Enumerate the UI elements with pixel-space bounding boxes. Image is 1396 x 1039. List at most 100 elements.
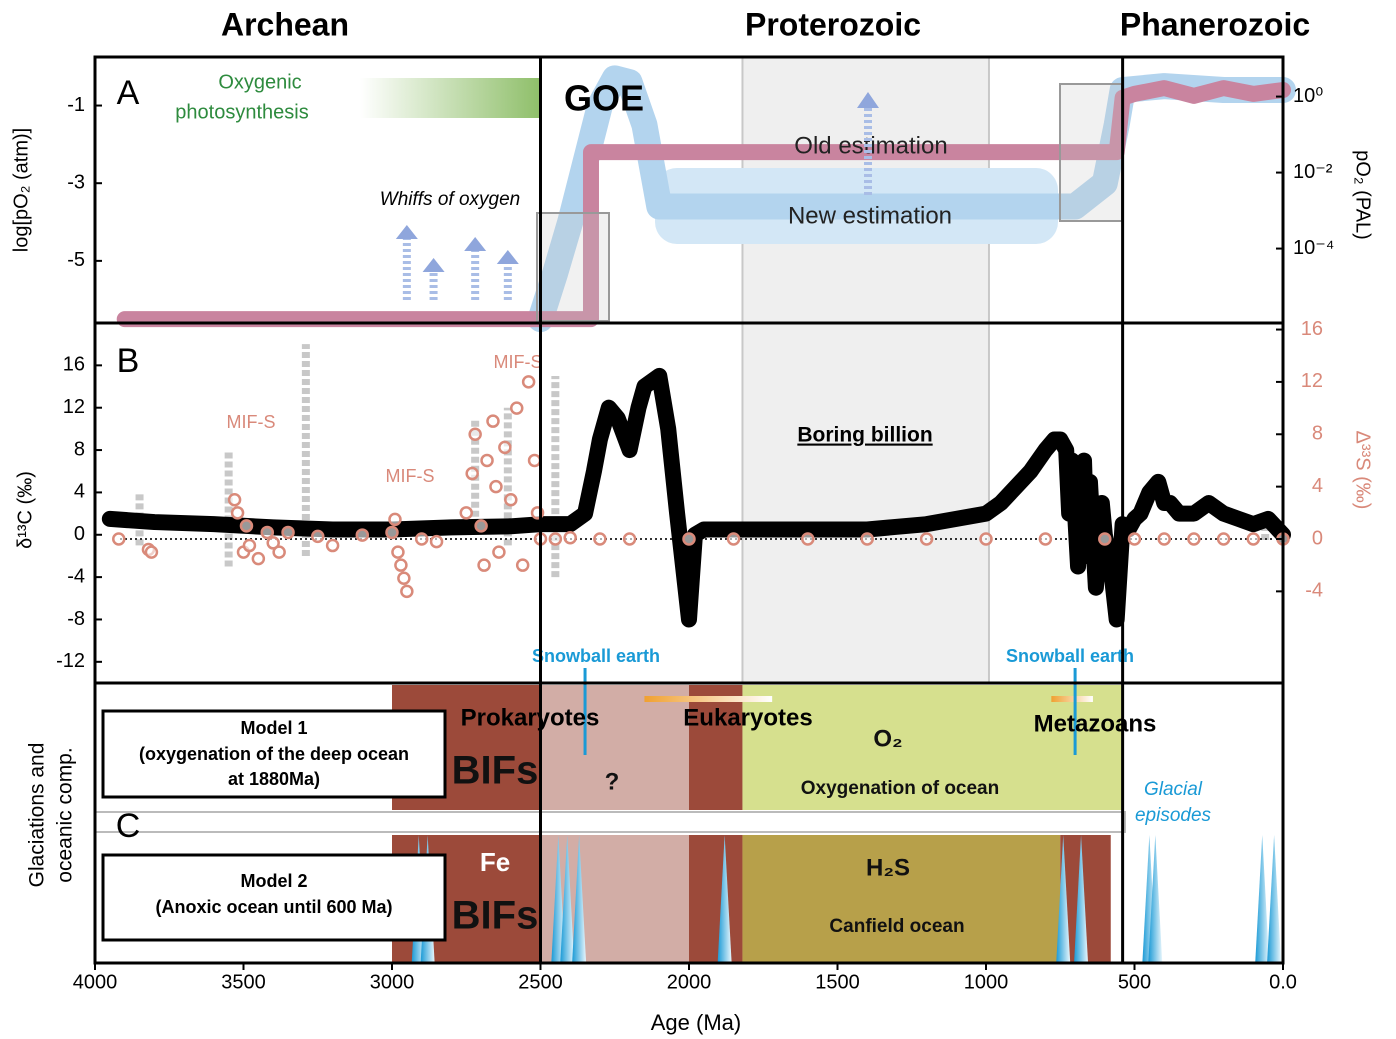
d33s-point [144, 545, 159, 559]
annotation: Whiffs of oxygen [380, 189, 520, 210]
zoom-box [1059, 83, 1123, 222]
d33s-point [477, 558, 491, 572]
annotation: Oxygenic [218, 71, 301, 93]
d33s-point [260, 525, 275, 540]
annotation: episodes [1135, 805, 1212, 826]
d33s-point [227, 492, 242, 507]
model-label: (oxygenation of the deep ocean [139, 744, 409, 764]
d33s-point [429, 534, 444, 549]
d33s-point [394, 558, 408, 572]
x-tick-label: 1500 [815, 971, 860, 993]
x-tick-label: 0.0 [1269, 971, 1297, 993]
d33s-point [391, 545, 405, 559]
y-axis-label: log[pO₂ (atm)] [10, 128, 32, 252]
glaciation [560, 835, 575, 963]
annotation: MIF-S [386, 466, 435, 486]
x-tick-label: 500 [1118, 971, 1151, 993]
model-label: at 1880Ma) [228, 769, 320, 789]
d33s-point [509, 401, 524, 415]
whiff-arrow-head [395, 225, 418, 239]
d33s-point [400, 584, 414, 599]
y2-tick-label: 10⁻² [1293, 161, 1333, 183]
zone-label: O₂ [873, 725, 902, 752]
y2-axis-label: Δ³³S (‰) [1352, 431, 1374, 510]
zone-label: BIFs [452, 749, 539, 793]
era-label: Proterozoic [745, 6, 921, 42]
glaciation [1148, 835, 1163, 963]
boring-billion-shade [741, 56, 990, 684]
y-tick-label: 8 [74, 438, 85, 460]
y2-tick-label: 12 [1301, 370, 1323, 392]
d33s-point [325, 538, 340, 553]
y2-tick-label: 10⁻⁴ [1293, 237, 1334, 259]
d33s-point [355, 528, 370, 542]
model-box [101, 709, 447, 799]
era-label: Phanerozoic [1120, 6, 1310, 42]
life-label: Prokaryotes [461, 704, 600, 731]
y2-tick-label: 4 [1312, 475, 1323, 497]
d13c-line [101, 367, 1291, 628]
d33s-point [801, 532, 815, 546]
d33s-point [1246, 532, 1261, 546]
d33s-point [515, 558, 530, 572]
whiff-arrow-head [496, 250, 519, 264]
d33s-point [548, 532, 563, 546]
model-label: (Anoxic ocean until 600 Ma) [155, 897, 392, 917]
y2-tick-label: 10⁰ [1293, 85, 1323, 107]
x-tick-label: 2500 [518, 971, 563, 993]
d33s-point [414, 532, 429, 546]
y-tick-label: 16 [63, 354, 85, 376]
d33s-point [1127, 532, 1142, 546]
glaciation [1267, 835, 1282, 963]
d33s-point [919, 532, 934, 546]
y-axis-label: oceanic comp. [54, 747, 77, 882]
whiff-arrow-head [422, 258, 445, 272]
annotation: GOE [564, 78, 644, 119]
annotation: Snowball earth [1006, 646, 1134, 666]
d33s-point [492, 545, 506, 559]
annotation: Boring billion [797, 424, 932, 447]
d33s-point [563, 530, 577, 545]
d33s-point [230, 506, 245, 520]
y-tick-label: -3 [67, 171, 85, 193]
y-tick-label: -5 [67, 249, 85, 271]
metazoan-bar [1051, 696, 1093, 702]
y-tick-label: -8 [67, 608, 85, 630]
d33s-point [1216, 532, 1231, 546]
glaciation [717, 835, 732, 963]
x-axis-label: Age (Ma) [651, 1010, 741, 1035]
d33s-point [474, 519, 488, 533]
x-tick-label: 3500 [221, 971, 266, 993]
y-tick-label: -1 [67, 94, 85, 116]
annotation: MIF-S [227, 412, 276, 432]
d33s-point [468, 427, 482, 442]
panel-label: C [116, 807, 141, 845]
annotation: photosynthesis [175, 101, 308, 123]
x-tick-label: 3000 [370, 971, 415, 993]
glaciation [1056, 835, 1071, 963]
glaciation [572, 835, 587, 963]
estimate-arrow-head [857, 92, 879, 108]
eukaryote-bar [644, 696, 773, 702]
d33s-point [979, 532, 993, 546]
d33s-point [480, 453, 494, 468]
y2-tick-label: 16 [1301, 318, 1323, 340]
d33s-point [1187, 532, 1201, 546]
row-gap [94, 811, 1126, 833]
d33s-point [272, 545, 286, 559]
d33s-point [459, 506, 473, 520]
glaciation [1255, 835, 1270, 963]
zone-label: Oxygenation of ocean [801, 778, 999, 799]
life-label: Metazoans [1034, 710, 1157, 737]
d33s-point [239, 519, 254, 533]
annotation: Glacial [1144, 779, 1203, 800]
ocean-zone [742, 685, 1123, 810]
panel-label: A [117, 74, 140, 112]
d33s-point [486, 414, 500, 428]
y-axis-label: Glaciations and [26, 743, 49, 888]
d33s-point [489, 479, 503, 494]
y-tick-label: -12 [56, 650, 85, 672]
y-tick-label: 0 [74, 523, 85, 545]
era-label: Archean [221, 6, 349, 42]
